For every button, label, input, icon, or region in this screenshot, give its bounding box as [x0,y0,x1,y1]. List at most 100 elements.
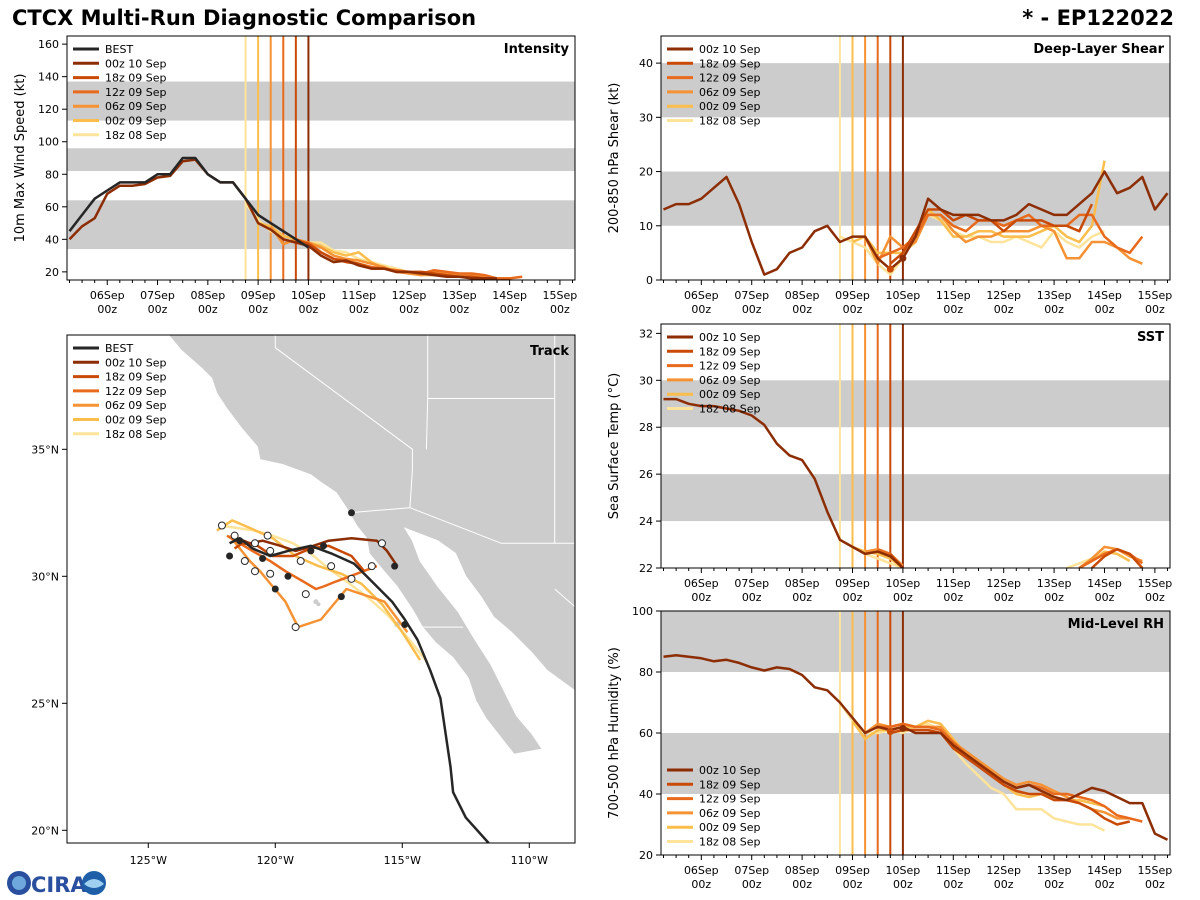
sst-xtick-label: 00z [742,591,762,604]
track-legend-label: BEST [105,342,133,355]
track-forecast-point [301,590,310,599]
shear-xtick-label: 00z [1095,303,1115,316]
sst-legend-label: 00z 09 Sep [699,388,761,401]
intensity-xtick-label: 00z [500,303,520,316]
intensity-panel: 2040608010012014016006Sep00z07Sep00z08Se… [13,35,578,316]
intensity-ytick-label: 100 [38,136,59,149]
track-xtick-label: 125°W [130,854,167,867]
logo-seal-wave-icon [84,879,104,888]
rh-xtick-label: 15Sep [1138,864,1173,877]
rh-band-0 [661,733,1170,794]
sst-ytick-label: 32 [639,327,653,340]
rh-xtick-label: 09Sep [835,864,870,877]
track-title: Track [530,344,569,359]
sst-legend-label: 18z 09 Sep [699,345,761,358]
sst-xtick-label: 10Sep [886,577,921,590]
intensity-xtick-label: 15Sep [543,289,578,302]
sst-xtick-label: 06Sep [684,577,719,590]
sst-xtick-label: 00z [893,591,913,604]
rh-xtick-label: 13Sep [1037,864,1072,877]
track-forecast-point [240,557,249,566]
intensity-ylabel: 10m Max Wind Speed (kt) [13,74,28,243]
shear-xtick-label: 00z [691,303,711,316]
rh-legend-label: 06z 09 Sep [699,807,761,820]
shear-xtick-label: 00z [843,303,863,316]
track-best-point [320,542,328,550]
rh-ytick-label: 20 [639,849,653,862]
track-best-point [271,585,279,593]
track-panel: 125°W 120°W 115°W 110°W 20°N 25°N 30°N 35°N Trac… [31,334,576,867]
track-legend-label: 18z 09 Sep [105,371,167,384]
sst-xtick-label: 13Sep [1037,577,1072,590]
sst-ytick-label: 24 [639,515,653,528]
track-legend-label: 00z 10 Sep [105,356,167,369]
track-border [348,507,575,544]
intensity-series-BEST [68,156,310,249]
sst-band-0 [661,474,1170,522]
sst-xtick-label: 09Sep [835,577,870,590]
track-ytick-label: 30°N [31,570,59,583]
rh-xtick-label: 10Sep [886,864,921,877]
rh-xtick-label: 08Sep [785,864,820,877]
rh-xtick-label: 00z [691,878,711,891]
shear-band-1 [661,63,1170,118]
track-legend-label: 00z 09 Sep [105,414,167,427]
track-forecast-point [263,531,272,540]
shear-marker [899,254,907,262]
shear-ytick-label: 40 [639,57,653,70]
intensity-xtick-label: 00z [550,303,570,316]
sst-ylabel: Sea Surface Temp (°C) [607,373,622,520]
cira-logo: CIRA [7,871,106,897]
intensity-band-1 [67,148,575,172]
shear-legend-label: 18z 09 Sep [699,57,761,70]
shear-xtick-label: 00z [792,303,812,316]
intensity-xtick-label: 00z [148,303,168,316]
track-border [554,588,575,608]
rh-ytick-label: 40 [639,788,653,801]
intensity-xtick-label: 00z [248,303,268,316]
rh-xtick-label: 14Sep [1087,864,1122,877]
intensity-xtick-label: 00z [399,303,419,316]
shear-legend-label: 00z 10 Sep [699,43,761,56]
shear-xtick-label: 00z [994,303,1014,316]
intensity-xtick-label: 09Sep [241,289,276,302]
intensity-ytick-label: 20 [45,266,59,279]
track-best-point [401,621,409,629]
track-best-point [259,555,267,563]
sst-xtick-label: 11Sep [936,577,971,590]
shear-legend-label: 06z 09 Sep [699,86,761,99]
intensity-plot-area [67,36,575,280]
rh-series-18z-08-Sep [838,701,1106,832]
sst-xtick-label: 00z [1095,591,1115,604]
shear-series-18z-08-Sep [839,213,1105,276]
rh-band-1 [661,611,1170,672]
sst-ytick-label: 28 [639,421,653,434]
shear-xtick-label: 07Sep [734,289,769,302]
shear-ytick-label: 0 [646,274,653,287]
intensity-legend-label: 18z 09 Sep [105,72,167,85]
sst-xtick-label: 00z [1044,591,1064,604]
rh-ylabel: 700-500 hPa Humidity (%) [607,647,622,819]
rh-xtick-label: 11Sep [936,864,971,877]
track-forecast-point [266,569,275,578]
storm-id: * - EP122022 [1022,6,1174,30]
intensity-legend-label: 00z 09 Sep [105,115,167,128]
track-forecast-point [377,539,386,548]
rh-xtick-label: 00z [943,878,963,891]
intensity-ytick-label: 60 [45,201,59,214]
rh-plot-area [661,611,1170,855]
shear-ylabel: 200-850 hPa Shear (kt) [607,83,622,234]
shear-plot-area [661,36,1170,280]
track-best-point [391,562,399,570]
rh-xtick-label: 00z [742,878,762,891]
rh-xtick-label: 00z [994,878,1014,891]
rh-xtick-label: 12Sep [986,864,1021,877]
rh-legend-label: 00z 09 Sep [699,821,761,834]
intensity-legend-label: 06z 09 Sep [105,100,167,113]
intensity-band-0 [67,200,575,250]
intensity-ytick-label: 80 [45,168,59,181]
track-series-12z-09-Sep [226,534,378,591]
track-forecast-point [347,574,356,583]
shear-xtick-label: 12Sep [986,289,1021,302]
